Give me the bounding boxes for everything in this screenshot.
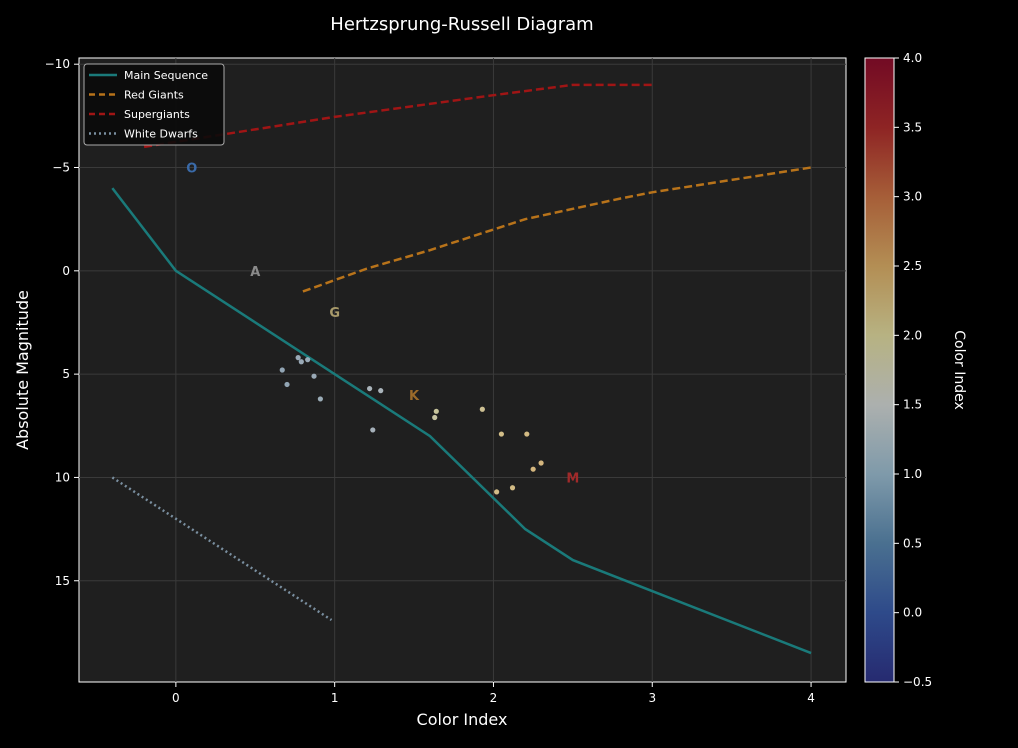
star-point [317,396,323,402]
x-axis-ticks: 0 1 2 3 4 [172,682,815,705]
colorbar-tick-label: −0.5 [903,675,932,689]
x-tick-label: 0 [172,691,180,705]
y-tick-label: 5 [62,367,70,381]
colorbar [864,57,895,683]
colorbar-label: Color Index [951,330,967,410]
legend-entry: Red Giants [124,89,184,102]
star-point [367,385,373,392]
x-tick-label: 2 [490,691,498,705]
colorbar-tick-label: 2.0 [903,328,922,342]
colorbar-tick-label: 1.0 [903,467,922,481]
legend-entry: Supergiants [124,108,190,121]
series-line-main-sequence [111,187,812,655]
star-point [311,373,317,379]
star-point [530,466,536,472]
x-tick-label: 3 [648,691,656,705]
star-point [433,408,439,414]
colorbar-ticks: −0.5 0.0 0.5 1.0 1.5 2.0 2.5 3.0 3.5 4.0 [894,51,932,689]
x-tick-label: 1 [331,691,339,705]
x-axis-label: Color Index [417,710,508,729]
spectral-class-label: G [329,306,340,321]
legend-entry: White Dwarfs [124,128,198,141]
legend-entry: Main Sequence [124,69,208,82]
colorbar-tick-label: 4.0 [903,51,922,65]
star-point [498,431,505,437]
y-tick-label: 15 [55,574,70,588]
legend-box [83,63,225,146]
spectral-class-label: O [186,162,197,177]
y-tick-label: −10 [45,57,70,71]
colorbar-tick-label: 1.5 [903,398,922,412]
x-tick-label: 4 [807,691,815,705]
series-line-supergiants [143,83,653,149]
star-point [479,406,485,412]
star-point [284,381,290,388]
star-point [370,427,376,433]
series-lines [111,83,812,655]
star-point [378,388,384,394]
star-point [524,431,530,437]
chart-title: Hertzsprung-Russell Diagram [330,14,593,35]
spectral-class-label: K [409,389,420,404]
colorbar-tick-label: 3.0 [903,190,922,204]
spectral-class-label: A [250,265,260,280]
plot-area [78,57,847,683]
colorbar-tick-label: 0.0 [903,606,922,620]
y-axis-label: Absolute Magnitude [13,290,32,450]
spectral-class-label: M [566,471,579,486]
colorbar-tick-label: 3.5 [903,120,922,134]
series-line-white-dwarfs [111,476,333,622]
y-tick-label: 0 [62,264,70,278]
scatter-points [279,355,544,495]
y-tick-label: 10 [55,470,70,484]
y-axis-ticks: −10 −5 0 5 10 15 [45,57,79,588]
star-point [295,355,301,361]
star-point [509,485,516,491]
star-point [279,367,285,373]
star-point [538,460,544,466]
legend: Main Sequence Red Giants Supergiants White … [83,63,225,146]
star-point [494,489,500,495]
series-line-red-giants [302,166,812,293]
colorbar-tick-label: 2.5 [903,259,922,273]
spectral-annotations: O A G K M [186,162,579,487]
star-point [432,414,438,421]
star-point [298,359,304,365]
y-tick-label: −5 [52,161,70,175]
star-point [305,357,311,363]
colorbar-tick-label: 0.5 [903,536,922,550]
